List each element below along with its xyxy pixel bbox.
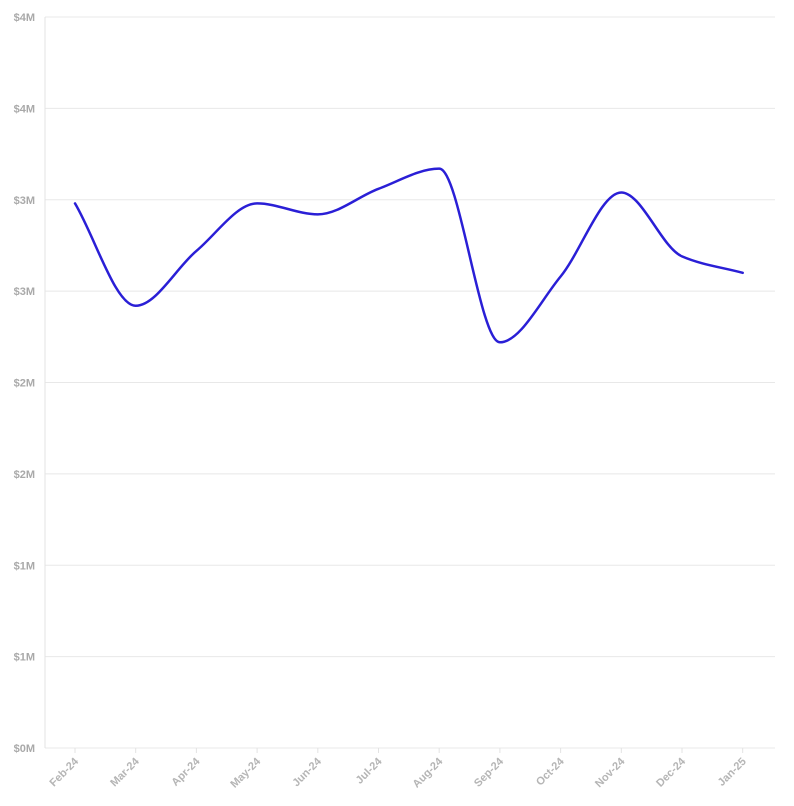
- y-tick-label: $1M: [14, 560, 35, 572]
- x-tick-label: Jun-24: [290, 755, 324, 789]
- axes: [44, 17, 744, 753]
- x-tick-label: Oct-24: [534, 755, 567, 788]
- x-tick-label: Jan-25: [716, 756, 749, 789]
- data-point[interactable]: [676, 250, 688, 262]
- x-tick-label: Mar-24: [108, 755, 142, 789]
- x-tick-label: Sep-24: [472, 755, 507, 790]
- x-tick-label: Nov-24: [593, 755, 628, 790]
- y-tick-label: $4M: [14, 103, 35, 115]
- y-tick-label: $2M: [14, 469, 35, 481]
- grid-lines: [45, 16, 775, 749]
- y-axis-tick-labels: $0M $1M $1M $2M $2M $3M $3M $4M $4M: [14, 12, 35, 755]
- y-tick-label: $1M: [14, 652, 35, 664]
- x-tick-label: Apr-24: [169, 755, 203, 789]
- y-tick-label: $2M: [14, 378, 35, 390]
- data-point[interactable]: [190, 245, 202, 257]
- data-point[interactable]: [737, 267, 749, 279]
- data-point[interactable]: [130, 300, 142, 312]
- x-tick-label: Jul-24: [354, 755, 386, 787]
- series-layer: [69, 163, 749, 348]
- x-axis-tick-labels: Feb-24 Mar-24 Apr-24 May-24 Jun-24 Jul-24 Aug-…: [48, 755, 749, 790]
- data-point[interactable]: [555, 271, 567, 283]
- y-tick-label: $0M: [14, 743, 35, 755]
- data-point[interactable]: [373, 183, 385, 195]
- x-tick-label: May-24: [228, 755, 263, 790]
- data-point[interactable]: [615, 186, 627, 198]
- data-point[interactable]: [433, 163, 445, 175]
- y-tick-label: $4M: [14, 12, 35, 24]
- y-tick-label: $3M: [14, 286, 35, 298]
- x-tick-label: Dec-24: [654, 755, 689, 790]
- data-point[interactable]: [251, 197, 263, 209]
- x-tick-label: Aug-24: [410, 755, 445, 790]
- x-tick-label: Feb-24: [48, 755, 82, 789]
- data-point[interactable]: [494, 336, 506, 348]
- y-tick-label: $3M: [14, 195, 35, 207]
- series-line: [73, 167, 744, 344]
- data-point[interactable]: [69, 197, 81, 209]
- data-point[interactable]: [312, 208, 324, 220]
